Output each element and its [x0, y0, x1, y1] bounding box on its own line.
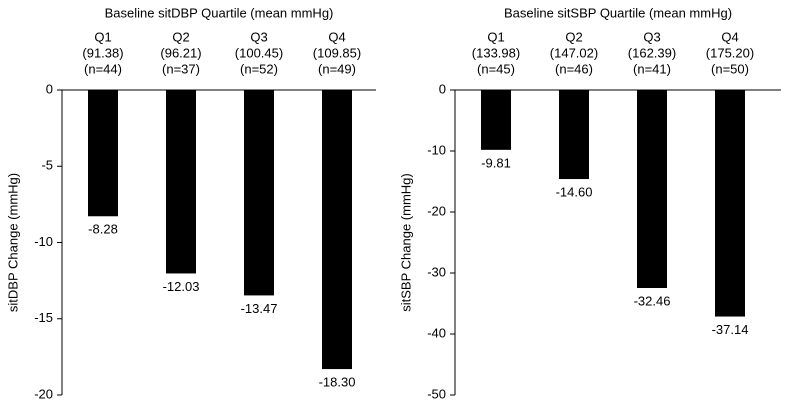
y-axis-label: sitSBP Change (mmHg) — [398, 173, 413, 311]
category-count: (n=50) — [711, 61, 749, 76]
y-tick-label: -5 — [41, 158, 53, 173]
bar — [166, 90, 196, 274]
y-tick-label: 0 — [439, 81, 446, 96]
category-count: (n=49) — [318, 61, 356, 76]
category-label: Q1 — [487, 29, 504, 44]
value-label: -9.81 — [481, 155, 511, 170]
bar — [244, 90, 274, 296]
bar — [559, 90, 589, 180]
category-label: Q1 — [94, 29, 111, 44]
y-tick-label: -10 — [34, 234, 53, 249]
category-mean: (100.45) — [235, 45, 283, 60]
bar — [481, 90, 511, 150]
category-label: Q3 — [643, 29, 660, 44]
bar — [88, 90, 118, 217]
category-mean: (96.21) — [160, 45, 201, 60]
category-label: Q4 — [721, 29, 738, 44]
category-label: Q3 — [250, 29, 267, 44]
y-tick-label: -20 — [34, 386, 53, 401]
category-mean: (175.20) — [706, 45, 754, 60]
category-count: (n=52) — [240, 61, 278, 76]
value-label: -32.46 — [634, 293, 671, 308]
bar — [322, 90, 352, 370]
value-label: -14.60 — [556, 184, 593, 199]
value-label: -13.47 — [241, 301, 278, 316]
category-label: Q2 — [565, 29, 582, 44]
category-mean: (162.39) — [628, 45, 676, 60]
y-axis-label: sitDBP Change (mmHg) — [5, 173, 20, 312]
y-tick-label: -20 — [427, 203, 446, 218]
category-count: (n=44) — [84, 61, 122, 76]
value-label: -37.14 — [712, 322, 749, 337]
chart-title: Baseline sitSBP Quartile (mean mmHg) — [504, 5, 732, 20]
y-tick-label: -30 — [427, 264, 446, 279]
y-tick-label: -10 — [427, 142, 446, 157]
category-mean: (91.38) — [82, 45, 123, 60]
category-mean: (147.02) — [550, 45, 598, 60]
y-tick-label: -15 — [34, 310, 53, 325]
category-count: (n=41) — [633, 61, 671, 76]
bar — [637, 90, 667, 289]
category-label: Q4 — [328, 29, 345, 44]
category-mean: (109.85) — [313, 45, 361, 60]
y-tick-label: -40 — [427, 325, 446, 340]
y-tick-label: -50 — [427, 386, 446, 401]
category-count: (n=45) — [477, 61, 515, 76]
value-label: -12.03 — [163, 279, 200, 294]
category-count: (n=37) — [162, 61, 200, 76]
y-tick-label: 0 — [46, 81, 53, 96]
category-label: Q2 — [172, 29, 189, 44]
category-mean: (133.98) — [472, 45, 520, 60]
value-label: -18.30 — [319, 375, 356, 390]
category-count: (n=46) — [555, 61, 593, 76]
chart-title: Baseline sitDBP Quartile (mean mmHg) — [105, 5, 334, 20]
value-label: -8.28 — [88, 222, 118, 237]
bar — [715, 90, 745, 317]
